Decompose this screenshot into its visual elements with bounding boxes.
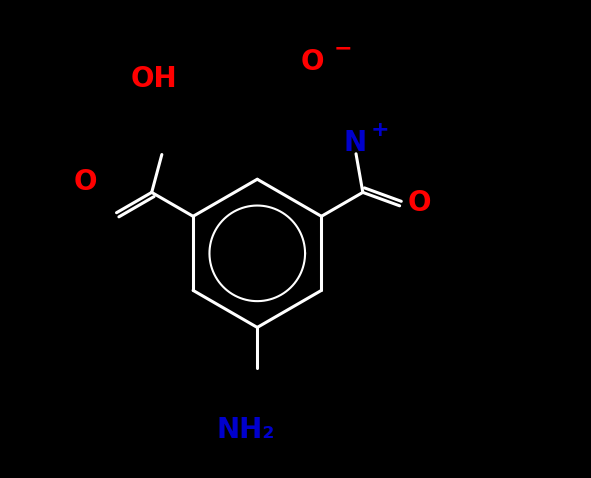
Text: NH₂: NH₂ [216,416,274,444]
Text: −: − [334,39,353,59]
Text: O: O [73,168,97,196]
Text: OH: OH [131,65,177,93]
Text: +: + [371,120,389,140]
Text: N: N [344,130,367,157]
Text: O: O [300,48,324,76]
Text: O: O [408,189,431,217]
